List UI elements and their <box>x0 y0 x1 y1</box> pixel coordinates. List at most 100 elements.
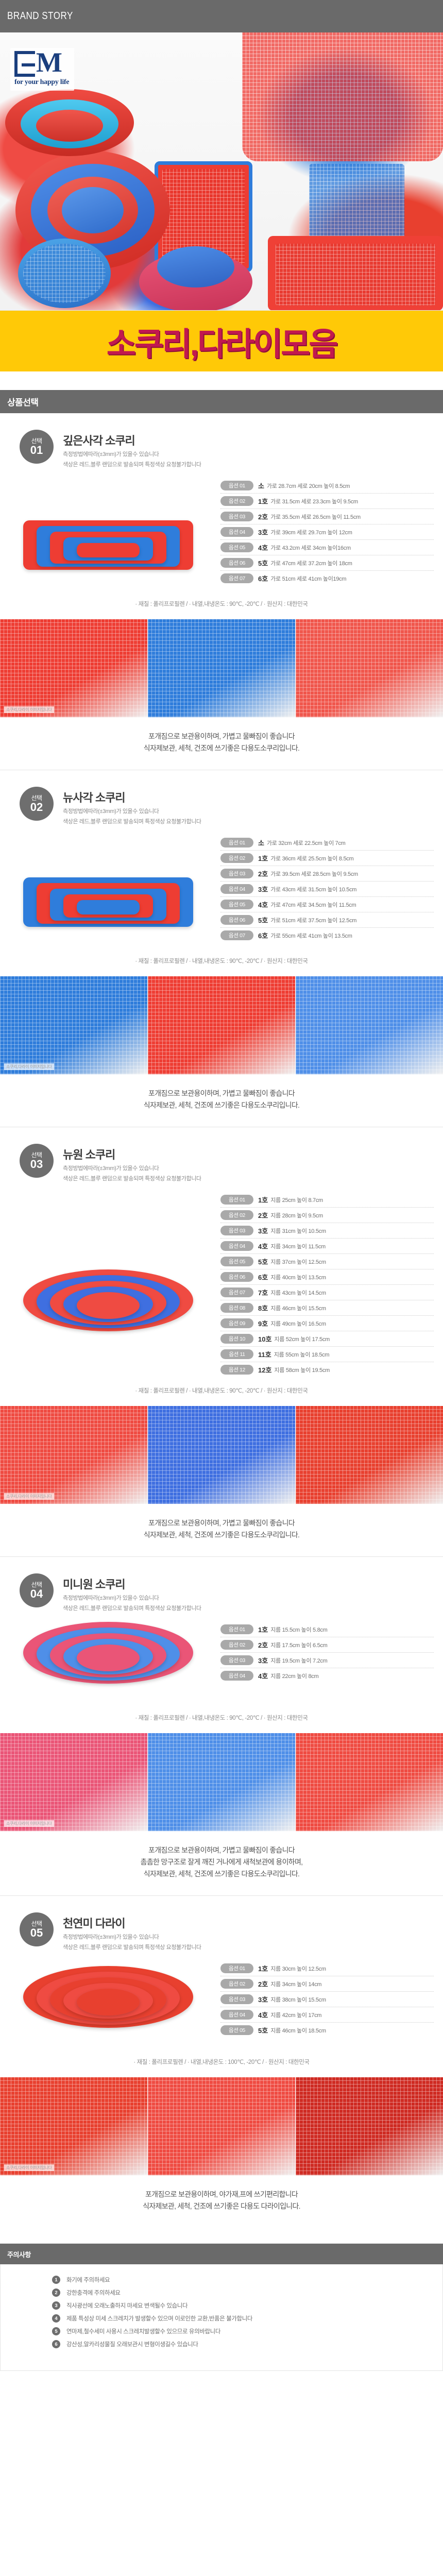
option-row[interactable]: 옵션 12 12호 지름 58cm 높이 19.5cm <box>220 1362 434 1377</box>
title-banner-text: 소쿠리,다라이모음 <box>106 327 338 362</box>
option-row[interactable]: 옵션 04 4호 지름 34cm 높이 11.5cm <box>220 1239 434 1254</box>
product-titles: 깊은사각 소쿠리 측정방법에따라(±3mm)가 있을수 있습니다 색상은 레드,블루… <box>63 430 201 469</box>
option-dimensions: 지름 17.5cm 높이 6.5cm <box>270 1642 328 1649</box>
product-desc-line1: 측정방법에따라(±3mm)가 있을수 있습니다 <box>63 451 159 457</box>
option-row[interactable]: 옵션 11 11호 지름 55cm 높이 18.5cm <box>220 1347 434 1362</box>
option-row[interactable]: 옵션 03 3호 지름 31cm 높이 10.5cm <box>220 1223 434 1239</box>
notice-number: 5 <box>52 2327 60 2335</box>
product-titles: 뉴원 소쿠리 측정방법에따라(±3mm)가 있을수 있습니다 색상은 레드,블루 랜… <box>63 1144 201 1183</box>
option-row[interactable]: 옵션 06 5호 가로 47cm 세로 37.2cm 높이 18cm <box>220 555 434 571</box>
option-size: 1호 <box>258 1626 268 1634</box>
badge-number: 01 <box>30 443 43 456</box>
product-gallery: 소쿠리,다라이 이미지입니다 <box>0 2077 443 2175</box>
option-row[interactable]: 옵션 02 1호 가로 36cm 세로 25.5cm 높이 8.5cm <box>220 851 434 866</box>
stacked-item <box>77 900 140 914</box>
product-gallery: 소쿠리,다라이 이미지입니다 <box>0 619 443 717</box>
mesh-texture <box>148 1733 295 1831</box>
option-dimensions: 지름 37cm 높이 12.5cm <box>270 1259 326 1265</box>
product-title: 천연미 다라이 <box>63 1917 126 1930</box>
mesh-texture <box>296 1733 443 1831</box>
option-row[interactable]: 옵션 01 1호 지름 30cm 높이 12.5cm <box>220 1961 434 1976</box>
option-row[interactable]: 옵션 04 3호 가로 43cm 세로 31.5cm 높이 10.5cm <box>220 882 434 897</box>
product-body: 옵션 01 1호 지름 15.5cm 높이 5.8cm 옵션 02 2호 지름 17.5c… <box>0 1617 443 1704</box>
logo-letter-f <box>14 51 35 77</box>
feature-line-2: 식자제보관, 세척, 건조에 쓰기좋은 다용도소쿠리입니다. <box>143 1101 300 1109</box>
gallery-image <box>148 1406 296 1504</box>
option-pill: 옵션 03 <box>220 869 253 878</box>
option-row[interactable]: 옵션 07 6호 가로 55cm 세로 41cm 높이 13.5cm <box>220 928 434 943</box>
option-row[interactable]: 옵션 05 5호 지름 46cm 높이 18.5cm <box>220 2023 434 2038</box>
product-titles: 미니원 소쿠리 측정방법에따라(±3mm)가 있을수 있습니다 색상은 레드,블루 … <box>63 1573 201 1613</box>
feature-line-2: 식자제보관, 세척, 건조에 쓰기좋은 다용도소쿠리입니다. <box>143 1531 300 1539</box>
gallery-image <box>148 2077 296 2175</box>
option-row[interactable]: 옵션 03 2호 가로 39.5cm 세로 28.5cm 높이 9.5cm <box>220 866 434 882</box>
notice-item: 5 연마제,철수세미 사용시 스크레치발생할수 있으므로 유의바랍니다 <box>52 2327 442 2335</box>
option-row[interactable]: 옵션 03 2호 가로 35.5cm 세로 26.5cm 높이 11.5cm <box>220 509 434 524</box>
title-banner: 소쿠리,다라이모음 <box>0 311 443 371</box>
option-row[interactable]: 옵션 05 4호 가로 43.2cm 세로 34cm 높이16cm <box>220 540 434 555</box>
mesh-texture <box>0 1733 147 1831</box>
option-row[interactable]: 옵션 10 10호 지름 52cm 높이 17.5cm <box>220 1331 434 1347</box>
option-size: 3호 <box>258 886 268 893</box>
option-pill: 옵션 01 <box>220 1624 253 1634</box>
option-pill: 옵션 05 <box>220 900 253 909</box>
product-block-03: 선택 03 뉴원 소쿠리 측정방법에따라(±3mm)가 있을수 있습니다 색상은 레드,… <box>0 1127 443 1556</box>
option-row[interactable]: 옵션 01 1호 지름 25cm 높이 8.7cm <box>220 1192 434 1208</box>
option-row[interactable]: 옵션 04 4호 지름 22cm 높이 8cm <box>220 1668 434 1683</box>
feature-line-1: 포개짐으로 보관용이하며, 가볍고 물빠짐이 좋습니다 <box>148 732 295 740</box>
option-row[interactable]: 옵션 02 2호 지름 28cm 높이 9.5cm <box>220 1208 434 1223</box>
badge-select-label: 선택 <box>31 437 42 445</box>
product-title: 뉴원 소쿠리 <box>63 1148 115 1161</box>
option-row[interactable]: 옵션 05 5호 지름 37cm 높이 12.5cm <box>220 1254 434 1269</box>
option-dimensions: 가로 55cm 세로 41cm 높이 13.5cm <box>270 933 352 939</box>
notice-number: 3 <box>52 2301 60 2310</box>
mesh-texture-red <box>242 32 443 161</box>
feature-line-2: 식자제보관, 세척, 건조에 쓰기좋은 다용도소쿠리입니다. <box>143 744 300 752</box>
option-size: 4호 <box>258 1672 268 1680</box>
option-row[interactable]: 옵션 02 2호 지름 34cm 높이 14cm <box>220 1976 434 1992</box>
gallery-image <box>296 976 443 1074</box>
option-row[interactable]: 옵션 06 6호 지름 40cm 높이 13.5cm <box>220 1269 434 1285</box>
option-row[interactable]: 옵션 02 2호 지름 17.5cm 높이 6.5cm <box>220 1637 434 1653</box>
option-size: 6호 <box>258 1274 268 1281</box>
option-pill: 옵션 02 <box>220 853 253 863</box>
gallery-image <box>148 619 296 717</box>
option-row[interactable]: 옵션 07 6호 가로 51cm 세로 41cm 높이19cm <box>220 571 434 586</box>
option-row[interactable]: 옵션 02 1호 가로 31.5cm 세로 23.3cm 높이 9.5cm <box>220 494 434 509</box>
option-row[interactable]: 옵션 03 3호 지름 38cm 높이 15.5cm <box>220 1992 434 2007</box>
option-row[interactable]: 옵션 01 1호 지름 15.5cm 높이 5.8cm <box>220 1622 434 1637</box>
option-row[interactable]: 옵션 04 4호 지름 42cm 높이 17cm <box>220 2007 434 2023</box>
option-size: 6호 <box>258 932 268 940</box>
option-row[interactable]: 옵션 01 소 가로 32cm 세로 22.5cm 높이 7cm <box>220 835 434 851</box>
option-row[interactable]: 옵션 07 7호 지름 43cm 높이 14.5cm <box>220 1285 434 1300</box>
option-size: 4호 <box>258 544 268 552</box>
option-size: 5호 <box>258 1258 268 1266</box>
notice-header: 주의사항 <box>0 2244 443 2264</box>
mesh-texture <box>296 1406 443 1504</box>
option-row[interactable]: 옵션 09 9호 지름 49cm 높이 16.5cm <box>220 1316 434 1331</box>
option-row[interactable]: 옵션 08 8호 지름 46cm 높이 15.5cm <box>220 1300 434 1316</box>
option-row[interactable]: 옵션 01 소 가로 28.7cm 세로 20cm 높이 8.5cm <box>220 478 434 494</box>
badge-number: 03 <box>30 1157 43 1171</box>
option-pill: 옵션 06 <box>220 1272 253 1282</box>
product-desc-line2: 색상은 레드,블루 랜덤으로 발송되며 특정색상 요청불가합니다 <box>63 1176 201 1182</box>
option-row[interactable]: 옵션 06 5호 가로 51cm 세로 37.5cm 높이 12.5cm <box>220 912 434 928</box>
product-title: 미니원 소쿠리 <box>63 1578 126 1591</box>
product-gallery: 소쿠리,다라이 이미지입니다 <box>0 1733 443 1831</box>
option-size: 4호 <box>258 901 268 909</box>
gallery-image <box>148 976 296 1074</box>
product-gallery: 소쿠리,다라이 이미지입니다 <box>0 1406 443 1504</box>
option-pill: 옵션 06 <box>220 915 253 925</box>
option-row[interactable]: 옵션 04 3호 가로 39cm 세로 29.7cm 높이 12cm <box>220 524 434 540</box>
option-row[interactable]: 옵션 03 3호 지름 19.5cm 높이 7.2cm <box>220 1653 434 1668</box>
option-size: 6호 <box>258 575 268 583</box>
product-head: 선택 01 깊은사각 소쿠리 측정방법에따라(±3mm)가 있을수 있습니다 색상은 레… <box>0 427 443 469</box>
product-title: 깊은사각 소쿠리 <box>63 434 135 447</box>
product-select-header: 상품선택 <box>0 390 443 413</box>
option-dimensions: 지름 25cm 높이 8.7cm <box>270 1197 323 1204</box>
option-dimensions: 지름 22cm 높이 8cm <box>270 1673 319 1680</box>
option-row[interactable]: 옵션 05 4호 가로 47cm 세로 34.5cm 높이 11.5cm <box>220 897 434 912</box>
mesh-texture <box>296 976 443 1074</box>
